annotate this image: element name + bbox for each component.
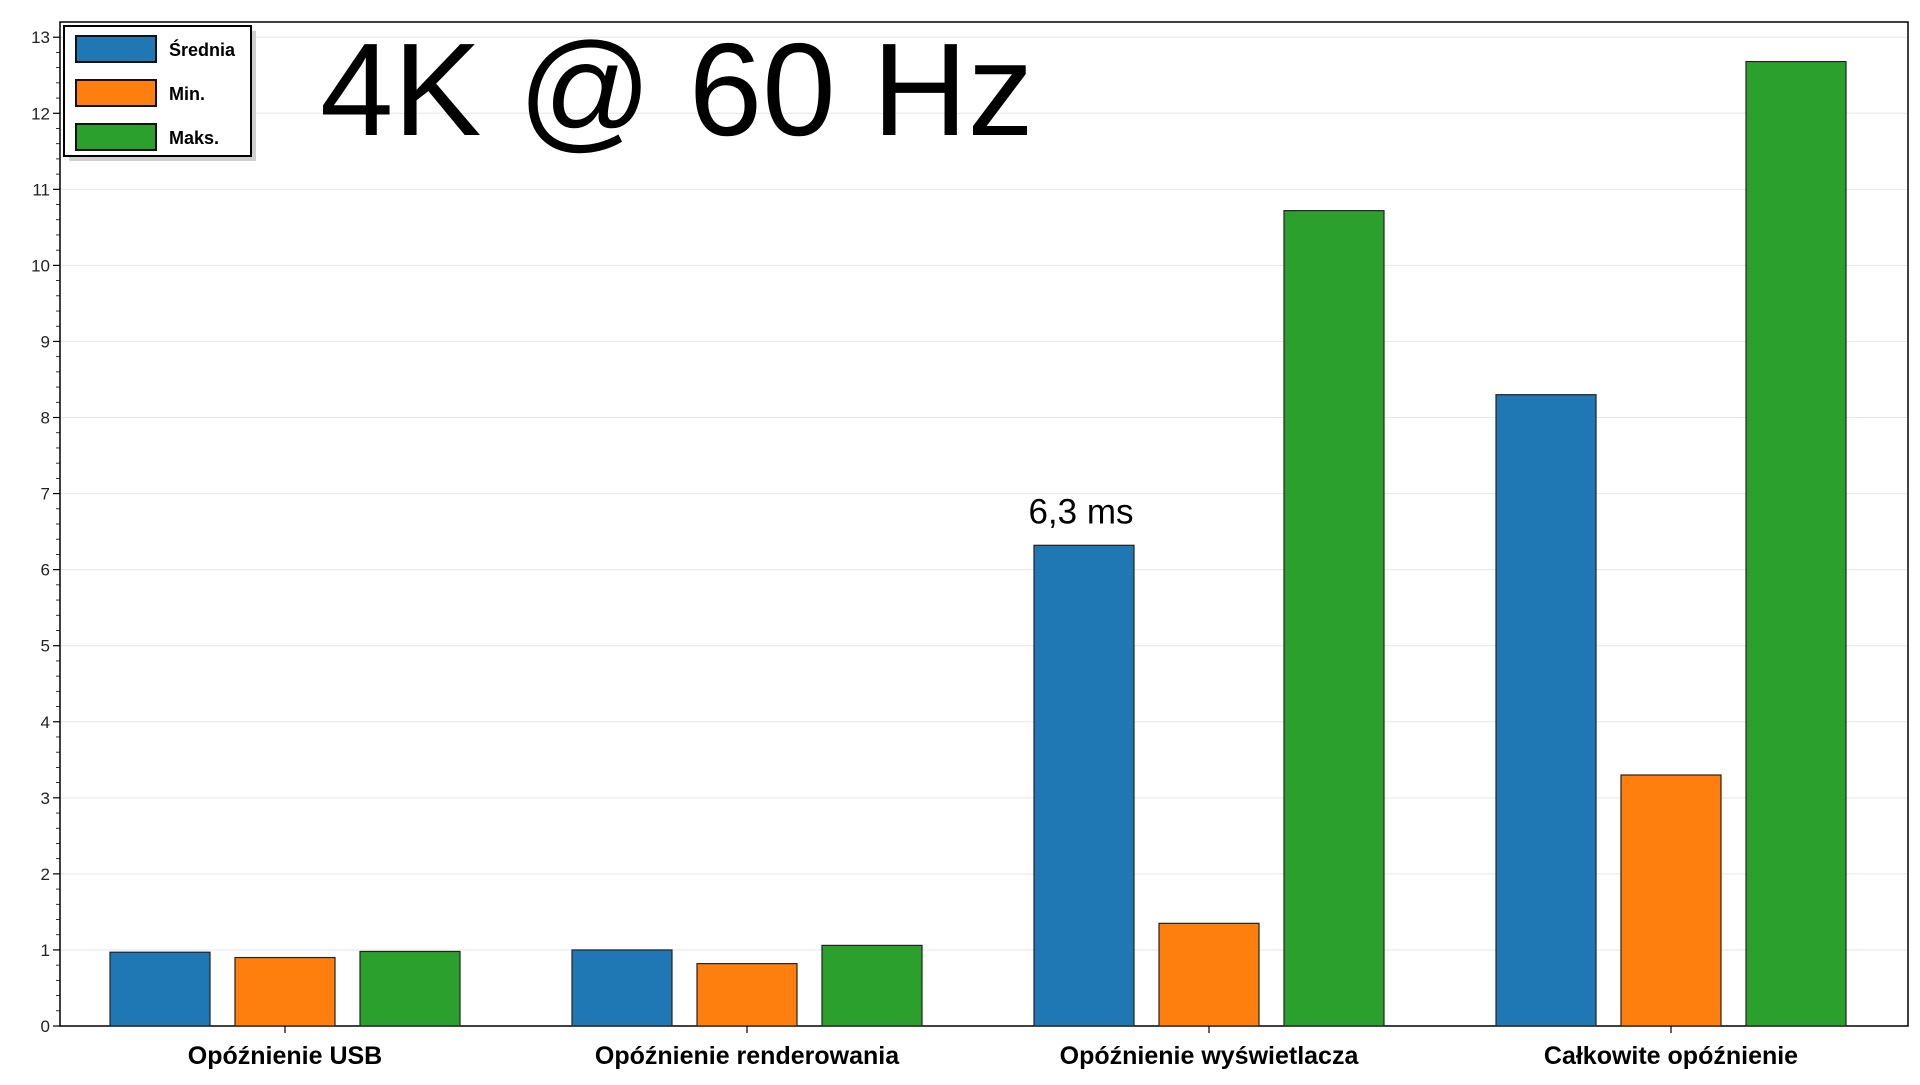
bar-rednia-1	[571, 949, 673, 1027]
legend-label: Maks.	[169, 128, 219, 148]
y-tick-label: 2	[41, 865, 50, 884]
y-tick-label: 11	[32, 180, 50, 199]
y-tick-label: 10	[31, 256, 50, 275]
y-tick-label: 0	[41, 1017, 50, 1036]
legend-swatch-2	[75, 123, 157, 151]
bar-min-2	[1158, 922, 1260, 1027]
y-tick-label: 12	[31, 104, 50, 123]
y-tick-label: 3	[41, 789, 50, 808]
x-category-label: Opóźnienie USB	[188, 1042, 382, 1070]
legend-swatch-0	[75, 35, 157, 63]
y-tick-label: 6	[41, 561, 50, 580]
legend-label: Min.	[169, 84, 205, 104]
bars	[109, 60, 1847, 1027]
bar-maks-2	[1283, 210, 1385, 1027]
y-tick-label: 5	[41, 637, 50, 656]
bar-rednia-3	[1495, 394, 1597, 1027]
legend-swatch-1	[75, 79, 157, 107]
bar-maks-3	[1745, 60, 1847, 1027]
data-label: 6,3 ms	[1028, 492, 1133, 531]
bar-rednia-2	[1033, 544, 1135, 1027]
x-category-label: Opóźnienie wyświetlacza	[1060, 1042, 1360, 1070]
bar-maks-1	[821, 944, 923, 1027]
y-tick-label: 7	[41, 485, 50, 504]
y-tick-label: 8	[41, 409, 50, 428]
annotations: 6,3 ms	[1028, 492, 1133, 531]
legend: Średnia Min. Maks.	[63, 25, 256, 161]
bar-min-0	[234, 956, 336, 1027]
legend-label: Średnia	[169, 39, 236, 60]
bar-min-3	[1620, 774, 1722, 1027]
y-tick-label: 1	[41, 941, 50, 960]
bar-min-1	[696, 963, 798, 1027]
x-category-label: Opóźnienie renderowania	[595, 1042, 900, 1070]
y-tick-label: 13	[31, 28, 50, 47]
grid-lines	[60, 36, 1908, 951]
x-category-label: Całkowite opóźnienie	[1544, 1042, 1798, 1070]
y-tick-label: 9	[41, 332, 50, 351]
x-axis: Opóźnienie USB Opóźnienie renderowania Opó…	[188, 1026, 1798, 1070]
chart-title: 4K @ 60 Hz	[320, 16, 1034, 163]
y-tick-label: 4	[41, 713, 50, 732]
bar-maks-0	[359, 950, 461, 1027]
bar-rednia-0	[109, 951, 211, 1027]
